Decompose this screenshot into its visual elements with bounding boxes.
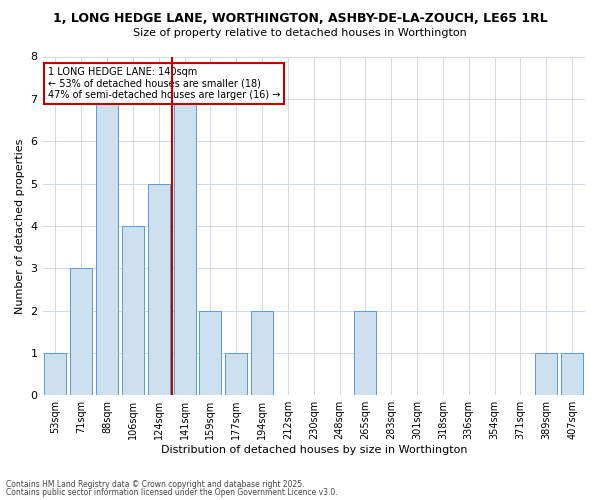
Text: 1, LONG HEDGE LANE, WORTHINGTON, ASHBY-DE-LA-ZOUCH, LE65 1RL: 1, LONG HEDGE LANE, WORTHINGTON, ASHBY-D… — [53, 12, 547, 26]
Bar — [199, 310, 221, 395]
Text: Size of property relative to detached houses in Worthington: Size of property relative to detached ho… — [133, 28, 467, 38]
X-axis label: Distribution of detached houses by size in Worthington: Distribution of detached houses by size … — [161, 445, 467, 455]
Bar — [173, 99, 196, 395]
Bar — [70, 268, 92, 395]
Bar — [96, 99, 118, 395]
Bar — [561, 353, 583, 395]
Bar — [535, 353, 557, 395]
Y-axis label: Number of detached properties: Number of detached properties — [15, 138, 25, 314]
Bar — [44, 353, 67, 395]
Bar — [355, 310, 376, 395]
Bar — [225, 353, 247, 395]
Bar — [122, 226, 144, 395]
Bar — [251, 310, 273, 395]
Text: Contains public sector information licensed under the Open Government Licence v3: Contains public sector information licen… — [6, 488, 338, 497]
Text: 1 LONG HEDGE LANE: 140sqm
← 53% of detached houses are smaller (18)
47% of semi-: 1 LONG HEDGE LANE: 140sqm ← 53% of detac… — [48, 66, 280, 100]
Text: Contains HM Land Registry data © Crown copyright and database right 2025.: Contains HM Land Registry data © Crown c… — [6, 480, 305, 489]
Bar — [148, 184, 170, 395]
